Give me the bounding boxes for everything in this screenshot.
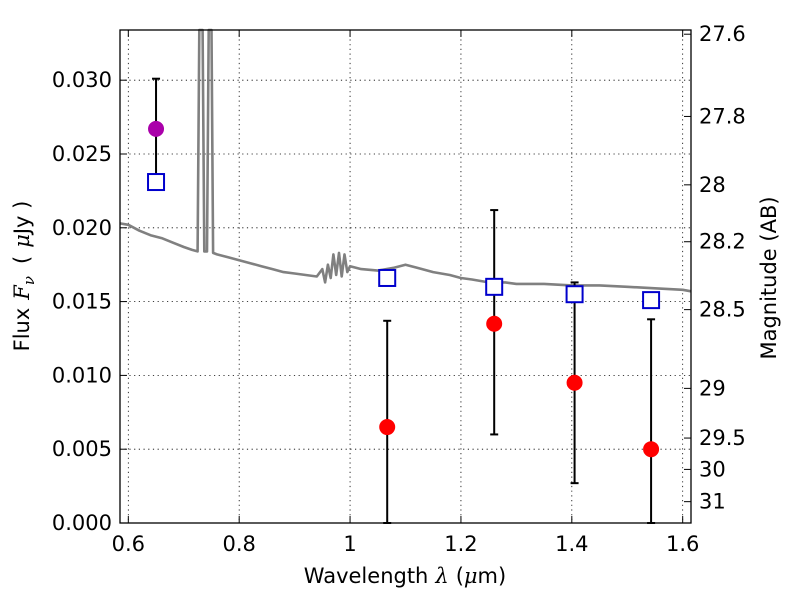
plot-frame bbox=[119, 29, 692, 524]
y-axis-label-mu: μ bbox=[10, 234, 34, 248]
ticks: 0.6 0.8 1 1.2 1.4 1.6 0.000 0.005 0.010 0.015 0.02… bbox=[52, 22, 746, 556]
model-flux-point bbox=[565, 285, 584, 304]
right-tick-label: 30 bbox=[699, 457, 726, 481]
y-axis-label-text: Flux bbox=[10, 308, 34, 352]
x-tick-label: 1.4 bbox=[555, 532, 588, 556]
photometry-point bbox=[379, 419, 396, 436]
photometry-point bbox=[486, 315, 503, 332]
x-axis-label-open: ( bbox=[456, 564, 464, 588]
y-axis-label-nu: ν bbox=[20, 276, 38, 285]
x-axis-label: Wavelength λ (μm) bbox=[304, 564, 506, 588]
right-tick-label: 28.5 bbox=[699, 298, 746, 322]
right-tick-label: 27.6 bbox=[699, 22, 746, 46]
model-flux-point bbox=[378, 268, 397, 287]
right-tick-label: 29 bbox=[699, 376, 726, 400]
y-axis-label-open: ( bbox=[10, 256, 34, 264]
right-tick-label: 31 bbox=[699, 490, 726, 514]
model-flux-point bbox=[642, 291, 661, 310]
x-tick-label: 0.8 bbox=[222, 532, 255, 556]
y-axis-label: Flux Fν ( μJy ) bbox=[10, 201, 38, 352]
y-tick-label: 0.005 bbox=[52, 437, 112, 461]
plot-background bbox=[120, 30, 691, 523]
y-axis-label-unit: Jy ) bbox=[10, 201, 34, 237]
y-tick-label: 0.020 bbox=[52, 216, 112, 240]
data-markers bbox=[147, 120, 661, 458]
x-tick-label: 1.2 bbox=[444, 532, 477, 556]
photometry-point bbox=[148, 120, 165, 137]
y-tick-label: 0.025 bbox=[52, 142, 112, 166]
x-tick-label: 1 bbox=[343, 532, 356, 556]
right-axis-label: Magnitude (AB) bbox=[757, 196, 781, 359]
x-tick-label: 1.6 bbox=[666, 532, 699, 556]
x-axis-label-text: Wavelength bbox=[304, 564, 429, 588]
x-axis-label-lambda: λ bbox=[434, 564, 448, 588]
right-tick-label: 28.2 bbox=[699, 230, 746, 254]
photometry-point bbox=[566, 374, 583, 391]
x-axis-label-unit: m) bbox=[478, 564, 507, 588]
right-tick-label: 29.5 bbox=[699, 426, 746, 450]
y-tick-label: 0.030 bbox=[52, 68, 112, 92]
x-axis-label-mu: μ bbox=[464, 564, 478, 588]
y-tick-label: 0.015 bbox=[52, 290, 112, 314]
right-tick-label: 27.8 bbox=[699, 104, 746, 128]
y-tick-label: 0.000 bbox=[52, 511, 112, 535]
y-axis-label-f: F bbox=[10, 284, 34, 301]
x-tick-label: 0.6 bbox=[112, 532, 145, 556]
model-flux-point bbox=[485, 277, 504, 296]
photometry-point bbox=[643, 441, 660, 458]
right-tick-label: 28 bbox=[699, 173, 726, 197]
model-flux-point bbox=[147, 173, 166, 192]
y-tick-label: 0.010 bbox=[52, 363, 112, 387]
